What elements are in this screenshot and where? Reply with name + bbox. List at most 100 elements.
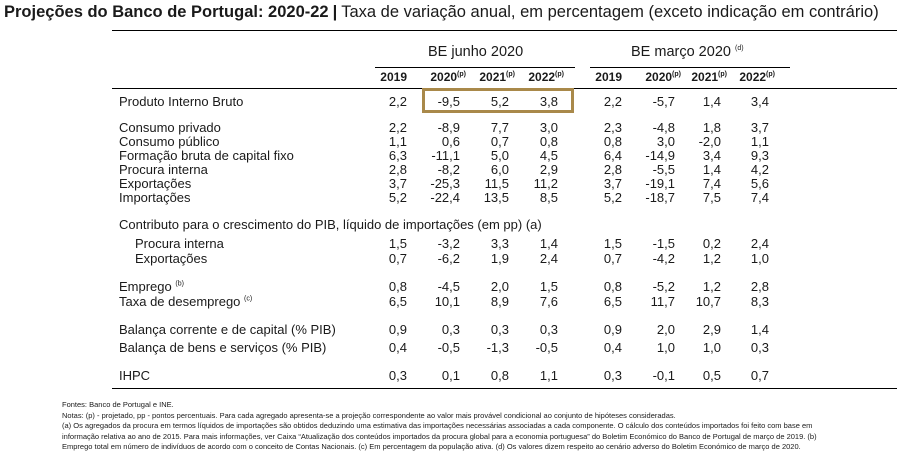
table-cell: 0,8 — [539, 134, 558, 149]
table-cell: 1,5 — [388, 236, 407, 251]
table-cell: 0,3 — [750, 340, 769, 355]
note-definitions: Notas: (p) - projetado, pp - pontos perc… — [62, 410, 676, 420]
table-cell: 11,5 — [484, 176, 509, 191]
table-cell: -0,5 — [535, 340, 558, 355]
group-header-march-note: (d) — [734, 45, 744, 53]
row-label-text: Importações — [119, 190, 191, 205]
title-bold: Projeções do Banco de Portugal: 2020-22 — [4, 3, 329, 21]
year-header-label: 2021 — [691, 70, 719, 84]
table-cell: -8,2 — [437, 162, 460, 177]
table-cell: 0,4 — [603, 340, 622, 355]
table-cell: 1,1 — [750, 134, 769, 149]
row-label-text: Contributo para o crescimento do PIB, lí… — [119, 217, 542, 232]
year-header: 2021(p) — [677, 70, 727, 84]
year-header-label: 2021 — [479, 70, 507, 84]
table-cell: 0,8 — [388, 279, 407, 294]
table-cell: 7,4 — [702, 176, 721, 191]
note-a-line2: informação relativa ao ano de 2015. Para… — [62, 431, 817, 441]
projected-marker: (p) — [718, 71, 727, 78]
year-header: 2020(p) — [631, 70, 681, 84]
table-cell: 1,8 — [702, 120, 721, 135]
table-cell: -14,9 — [645, 148, 675, 163]
row-label-text: Balança de bens e serviços (% PIB) — [119, 340, 327, 355]
note-a-line1: (a) Os agregados da procura em termos lí… — [62, 421, 813, 430]
table-cell: 0,3 — [388, 368, 407, 383]
table-cell: -5,7 — [652, 94, 675, 109]
row-label-text: Exportações — [119, 176, 192, 191]
row-label-text: Balança corrente e de capital (% PIB) — [119, 322, 336, 337]
year-header-label: 2019 — [380, 70, 407, 84]
row-label: Emprego (b) — [119, 279, 184, 294]
year-header-label: 2022 — [528, 70, 556, 84]
table-cell: -11,1 — [431, 148, 460, 163]
table-cell: -22,4 — [430, 190, 460, 205]
table-cell: 1,1 — [539, 368, 558, 383]
table-cell: -6,2 — [437, 251, 460, 266]
row-label-text: Formação bruta de capital fixo — [119, 148, 294, 163]
table-cell: 2,4 — [750, 236, 769, 251]
row-label: Procura interna — [135, 236, 224, 251]
row-label: Importações — [119, 190, 191, 205]
title-subtitle: Taxa de variação anual, em percentagem (… — [341, 3, 879, 21]
table-cell: 0,3 — [490, 322, 509, 337]
table-cell: -5,5 — [652, 162, 675, 177]
table-cell: 2,0 — [656, 322, 675, 337]
table-cell: -9,5 — [437, 94, 460, 109]
table-cell: 0,6 — [441, 134, 460, 149]
table-cell: 0,1 — [441, 368, 460, 383]
table-cell: 4,2 — [750, 162, 769, 177]
table-cell: -4,2 — [652, 251, 675, 266]
table-cell: 2,9 — [539, 162, 558, 177]
row-label: Produto Interno Bruto — [119, 94, 243, 109]
table-cell: 5,0 — [490, 148, 509, 163]
table-cell: 0,5 — [702, 368, 721, 383]
table-cell: 1,1 — [388, 134, 407, 149]
year-header-label: 2020 — [430, 70, 458, 84]
year-header: 2019 — [572, 70, 622, 84]
year-header-label: 2022 — [739, 70, 767, 84]
row-label: Procura interna — [119, 162, 208, 177]
table-cell: 3,0 — [539, 120, 558, 135]
row-label: Consumo público — [119, 134, 219, 149]
table-cell: 2,3 — [603, 120, 622, 135]
table-title: Projeções do Banco de Portugal: 2020-22 |… — [4, 3, 879, 22]
table-cell: 0,8 — [603, 134, 622, 149]
table-cell: -2,0 — [698, 134, 721, 149]
year-header: 2022(p) — [514, 70, 564, 84]
table-cell: 1,4 — [750, 322, 769, 337]
table-cell: 1,4 — [702, 94, 721, 109]
year-header-label: 2020 — [645, 70, 673, 84]
table-cell: 7,6 — [539, 294, 558, 309]
table-cell: 2,2 — [388, 94, 407, 109]
row-label: Balança corrente e de capital (% PIB) — [119, 322, 336, 337]
table-cell: 0,7 — [603, 251, 622, 266]
row-label-text: Consumo público — [119, 134, 220, 149]
row-label: Taxa de desemprego (c) — [119, 294, 252, 309]
table-cell: 2,4 — [539, 251, 558, 266]
projected-marker: (p) — [506, 71, 515, 78]
table-cell: 0,3 — [539, 322, 558, 337]
row-label-text: Taxa de desemprego — [119, 294, 241, 309]
title-separator: | — [332, 3, 338, 21]
table-cell: 0,7 — [490, 134, 509, 149]
table-top-rule — [112, 30, 897, 31]
year-header: 2020(p) — [416, 70, 466, 84]
table-cell: 2,0 — [490, 279, 509, 294]
table-cell: 1,2 — [702, 251, 721, 266]
group-header-march: BE março 2020 (d) — [631, 44, 744, 60]
table-cell: 3,7 — [388, 176, 407, 191]
table-cell: 5,6 — [750, 176, 769, 191]
note-b-c-d: Emprego total em número de indivíduos de… — [62, 442, 801, 451]
table-cell: 0,9 — [603, 322, 622, 337]
table-cell: 7,4 — [750, 190, 769, 205]
table-cell: 2,2 — [388, 120, 407, 135]
group-header-march-label: BE março 2020 — [631, 44, 731, 60]
table-cell: 3,4 — [750, 94, 769, 109]
table-cell: -25,3 — [430, 176, 460, 191]
june-group-rule — [375, 67, 575, 68]
year-header: 2019 — [357, 70, 407, 84]
table-cell: 0,4 — [388, 340, 407, 355]
year-header: 2022(p) — [725, 70, 775, 84]
table-cell: -1,5 — [652, 236, 675, 251]
table-cell: 1,5 — [603, 236, 622, 251]
